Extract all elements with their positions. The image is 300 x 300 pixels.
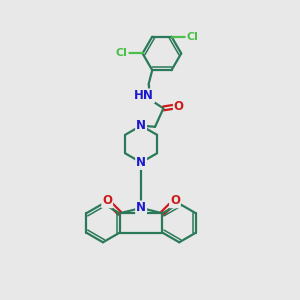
Text: HN: HN	[134, 89, 154, 102]
Text: N: N	[136, 156, 146, 169]
Text: O: O	[174, 100, 184, 112]
Text: O: O	[102, 194, 112, 207]
Text: Cl: Cl	[186, 32, 198, 42]
Text: N: N	[136, 202, 146, 214]
Text: O: O	[170, 194, 180, 207]
Text: N: N	[136, 119, 146, 132]
Text: Cl: Cl	[116, 48, 128, 59]
